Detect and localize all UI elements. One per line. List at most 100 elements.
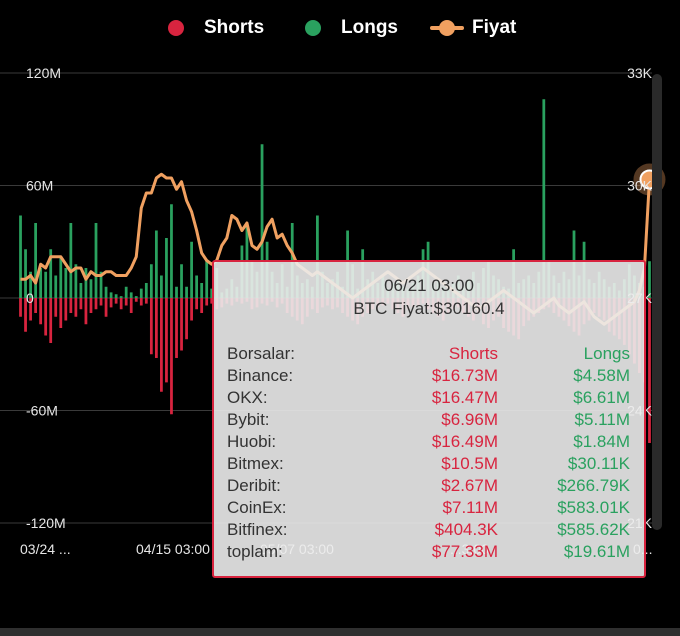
tooltip-exchange-name: Bybit: — [227, 410, 270, 429]
y-left-tick-label: 60M — [26, 178, 53, 194]
long-bar — [79, 283, 83, 298]
long-bar — [180, 264, 183, 298]
tooltip-exchange-name: Deribit: — [227, 476, 281, 495]
long-bar — [175, 286, 178, 298]
long-bar — [542, 99, 546, 298]
short-bar — [200, 298, 204, 313]
short-bar — [19, 298, 22, 317]
tooltip-date: 06/21 03:00 — [384, 276, 474, 295]
long-bar — [205, 260, 209, 298]
y-left-tick-label: 120M — [26, 65, 61, 81]
long-bar — [49, 249, 53, 298]
y-right-tick-label: 33K — [627, 65, 653, 81]
tooltip-row: Huobi: $16.49M $1.84M — [214, 432, 644, 454]
legend-price-label: Fiyat — [472, 17, 517, 38]
tooltip-row: toplam: $77.33M $19.61M — [214, 542, 644, 564]
short-bar — [74, 298, 78, 317]
tooltip-short-value: $77.33M — [431, 542, 498, 561]
tooltip-exchange-name: CoinEx: — [227, 498, 287, 517]
tooltip-short-value: $16.47M — [431, 388, 498, 407]
tooltip-row: CoinEx: $7.11M $583.01K — [214, 498, 644, 520]
long-bar — [190, 241, 193, 298]
tooltip-short-value: $16.49M — [431, 432, 498, 451]
short-bar — [114, 298, 118, 304]
long-bar — [165, 238, 168, 298]
short-bar — [160, 298, 163, 392]
y-left-tick-label: 0 — [26, 290, 34, 306]
short-bar — [119, 298, 123, 310]
legend-longs[interactable]: Longs — [305, 14, 398, 42]
long-bar — [109, 292, 113, 299]
tooltip-exchange-name: Bitfinex: — [227, 520, 288, 539]
long-bar — [134, 296, 138, 299]
tooltip-row: Bitmex: $10.5M $30.11K — [214, 454, 644, 476]
long-bar — [24, 249, 27, 298]
tooltip-long-value: $19.61M — [563, 542, 630, 561]
legend-price[interactable]: Fiyat — [430, 14, 516, 42]
tooltip-row: Binance: $16.73M $4.58M — [214, 366, 644, 388]
long-bar — [69, 223, 73, 298]
long-bar — [84, 268, 88, 298]
tooltip-long-value: $583.01K — [557, 498, 630, 517]
short-bar — [24, 298, 27, 332]
short-bar — [59, 298, 63, 328]
tooltip-exchange-name: Huobi: — [227, 432, 277, 451]
tooltip-short-value: $10.5M — [441, 454, 498, 473]
tooltip-long-value: $5.11M — [574, 410, 630, 429]
short-bar — [144, 298, 148, 304]
long-bar — [200, 283, 204, 298]
chart-scrollbar[interactable] — [652, 74, 662, 530]
short-bar — [149, 298, 153, 355]
legend-longs-label: Longs — [341, 17, 398, 38]
long-bar — [94, 223, 98, 298]
long-bar — [39, 268, 43, 298]
long-bar — [19, 215, 22, 298]
short-bar — [134, 298, 138, 302]
short-bar — [195, 298, 199, 310]
short-bar — [99, 298, 103, 306]
short-bar — [124, 298, 128, 306]
short-bar — [185, 298, 188, 340]
short-bar — [154, 298, 158, 358]
short-bar — [54, 298, 58, 317]
long-bar — [104, 286, 108, 298]
long-bar — [89, 279, 93, 298]
tooltip-short-value: $2.67M — [441, 476, 498, 495]
long-bar — [44, 271, 48, 298]
long-bar — [99, 271, 103, 298]
tooltip-short-value: $16.73M — [431, 366, 498, 385]
tooltip-exchange-name: toplam: — [227, 542, 283, 561]
y-left-tick-label: -60M — [26, 403, 58, 419]
short-bar — [648, 298, 651, 443]
long-bar — [210, 288, 214, 299]
short-bar — [84, 298, 88, 325]
tooltip-row: Bybit: $6.96M $5.11M — [214, 410, 644, 432]
tooltip-row: OKX: $16.47M $6.61M — [214, 388, 644, 410]
legend-longs-swatch — [305, 20, 321, 36]
tooltip-header-shorts: Shorts — [448, 344, 498, 363]
long-bar — [54, 275, 58, 298]
long-bar — [195, 275, 199, 298]
long-bar — [144, 283, 148, 298]
long-bar — [149, 264, 153, 298]
long-bar — [170, 204, 173, 298]
short-bar — [109, 298, 113, 308]
short-bar — [34, 298, 37, 313]
legend-shorts[interactable]: Shorts — [168, 14, 264, 42]
tooltip-exchange-name: Bitmex: — [227, 454, 284, 473]
long-bar — [185, 286, 188, 298]
short-bar — [205, 298, 209, 306]
long-bar — [29, 271, 32, 298]
long-bar — [74, 264, 78, 298]
bottom-scroll-bar[interactable] — [0, 628, 680, 636]
tooltip-header-row: Borsalar: Shorts Longs — [214, 344, 644, 366]
short-bar — [39, 298, 43, 325]
x-tick-label: 03/24 ... — [20, 541, 71, 557]
tooltip-short-value: $404.3K — [434, 520, 498, 539]
short-bar — [69, 298, 73, 313]
short-bar — [49, 298, 53, 343]
tooltip-long-value: $1.84M — [573, 432, 630, 451]
short-bar — [170, 298, 173, 415]
short-bar — [94, 298, 98, 310]
long-bar — [316, 215, 319, 298]
